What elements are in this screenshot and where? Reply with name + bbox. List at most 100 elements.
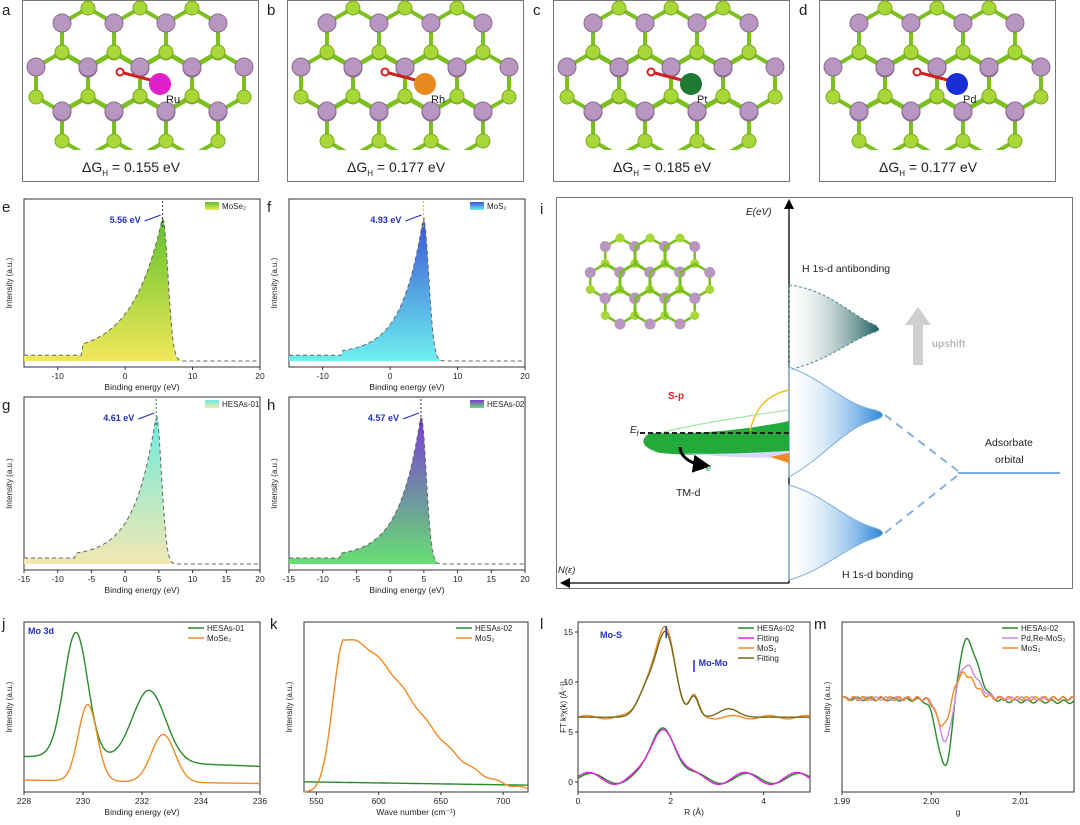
x-tick-label: 20	[255, 574, 265, 584]
legend-label: MoS₂	[487, 202, 507, 211]
y-tick-label: 5	[568, 727, 573, 737]
x-tick-label: 228	[17, 796, 31, 806]
chart-svg: 550 600 650 700 Wave number (cm⁻¹) Intensity …	[285, 621, 529, 817]
y-axis-label: Intensity (a.u.)	[285, 681, 294, 732]
x-axis-label: g	[956, 807, 961, 817]
series-line	[24, 703, 260, 785]
x-tick-label: -10	[317, 371, 330, 381]
x-tick-label: 20	[520, 371, 530, 381]
y-tick-label: 10	[564, 677, 574, 687]
panel-i: i E(eV)	[540, 195, 1080, 590]
x-axis-label: Binding energy (eV)	[104, 382, 179, 392]
antibonding-label: H 1s-d antibonding	[802, 263, 891, 275]
x-tick-label: 230	[76, 796, 90, 806]
chart-svg: -10 0 10 20 Binding energy (eV) Intensity (a.…	[5, 198, 265, 392]
legend-swatch	[205, 202, 219, 210]
spectrum-area	[289, 217, 525, 361]
panel-letter: j	[2, 616, 6, 633]
x-tick-label: 0	[576, 796, 581, 806]
legend-label: MoS₂	[475, 634, 495, 643]
x-tick-label: 0	[123, 371, 128, 381]
adsorbate-label-2: orbital	[995, 454, 1024, 466]
x-tick-label: 10	[453, 574, 463, 584]
y-axis-label: FT k³χ(k) (Å⁻³)	[559, 681, 568, 733]
panel-letter: l	[540, 616, 544, 633]
y-axis-label: Intensity (a.u.)	[5, 458, 14, 509]
chart-svg: -15 -10 -5 0 5 10 15 20 Binding energy (eV) Inten…	[270, 396, 530, 595]
x-axis-label: Binding energy (eV)	[104, 585, 179, 595]
chart-svg: -15 -10 -5 0 5 10 15 20 Binding energy (eV) Inten…	[5, 396, 265, 595]
x-tick-label: 550	[309, 796, 323, 806]
x-tick-label: 650	[434, 796, 448, 806]
x-tick-label: 600	[372, 796, 386, 806]
orbital-diagram	[560, 199, 1060, 588]
series-line	[304, 781, 528, 786]
metal-label: Rh	[431, 94, 446, 106]
x-tick-label: -10	[317, 574, 330, 584]
x-axis-label: Binding energy (eV)	[369, 585, 444, 595]
chart-g: g -15 -10 -5 0 5 10 15 20 Binding energy (eV) Inte…	[0, 393, 268, 598]
chart-h: h -15 -10 -5 0 5 10 15 20 Binding energy (eV) Inte…	[265, 393, 533, 598]
metal-label: Pt	[697, 94, 708, 106]
x-axis-label: Wave number (cm⁻¹)	[376, 807, 455, 817]
plot-frame	[577, 621, 811, 793]
series-line	[577, 727, 811, 785]
chart-k: k 550 600 650 700 Wave number (cm⁻¹) Intensity…	[268, 612, 536, 822]
legend-label: MoSe₂	[207, 634, 231, 643]
atomic-structure	[557, 0, 785, 150]
plot-frame	[303, 621, 529, 793]
peak-label: 4.93 eV	[370, 215, 401, 225]
panel-letter: a	[2, 2, 11, 19]
legend-label: HESAs-02	[1021, 624, 1059, 633]
x-tick-label: 5	[156, 574, 161, 584]
x-tick-label: 4	[761, 796, 766, 806]
y-axis-label: Intensity (a.u.)	[5, 681, 14, 732]
x-axis-label: Binding energy (eV)	[104, 807, 179, 817]
y-axis-label: Intensity (a.u.)	[5, 257, 14, 308]
x-tick-label: 234	[194, 796, 208, 806]
structure-panel-a: a Ru ΔGH = 0.155 eV	[0, 0, 265, 185]
metal-atom	[149, 73, 171, 95]
legend-label: HESAs-01	[207, 624, 245, 633]
panel-letter: h	[267, 397, 276, 414]
bonding-label: H 1s-d bonding	[842, 569, 914, 581]
legend-swatch	[470, 202, 484, 210]
panel-letter: i	[540, 201, 544, 218]
chart-e: e -10 0 10 20 Binding energy (eV) Intensity (a…	[0, 195, 268, 395]
x-tick-label: -5	[353, 574, 361, 584]
legend-label: MoS₂	[1021, 644, 1041, 653]
chart-svg: -10 0 10 20 Binding energy (eV) Intensity (a.…	[270, 198, 530, 392]
adsorbate-label-1: Adsorbate	[985, 437, 1033, 449]
x-tick-label: -10	[52, 574, 65, 584]
y-tick-label: 0	[568, 777, 573, 787]
series-line	[303, 639, 529, 793]
annotation-label: Mo-Mo	[699, 658, 728, 668]
peak-label: 4.57 eV	[368, 413, 399, 423]
panel-letter: m	[814, 616, 827, 633]
chart-f: f -10 0 10 20 Binding energy (eV) Intensity (a…	[265, 195, 533, 395]
legend-swatch	[205, 400, 219, 408]
x-tick-label: 236	[253, 796, 267, 806]
x-tick-label: 15	[222, 574, 232, 584]
legend-label: Fitting	[757, 634, 779, 643]
series-line	[577, 728, 811, 785]
yaxis-label: E(eV)	[746, 207, 772, 218]
panel-letter: k	[270, 616, 278, 633]
x-tick-label: 2.00	[923, 796, 940, 806]
legend-label: HESAs-02	[475, 624, 513, 633]
x-tick-label: 0	[388, 574, 393, 584]
plot-frame	[841, 621, 1075, 793]
spectrum-area	[24, 417, 260, 564]
x-tick-label: 15	[487, 574, 497, 584]
metal-atom	[946, 73, 968, 95]
legend-label: HESAs-01	[222, 400, 260, 409]
x-tick-label: 232	[135, 796, 149, 806]
sp-label: S-p	[668, 391, 685, 402]
y-tick-label: 15	[564, 627, 574, 637]
y-axis-label: Intensity (a.u.)	[270, 458, 279, 509]
delta-g-label: ΔGH = 0.185 eV	[613, 159, 712, 178]
x-tick-label: 700	[496, 796, 510, 806]
y-axis-label: Intensity (a.u.)	[270, 257, 279, 308]
series-line	[841, 637, 1075, 767]
